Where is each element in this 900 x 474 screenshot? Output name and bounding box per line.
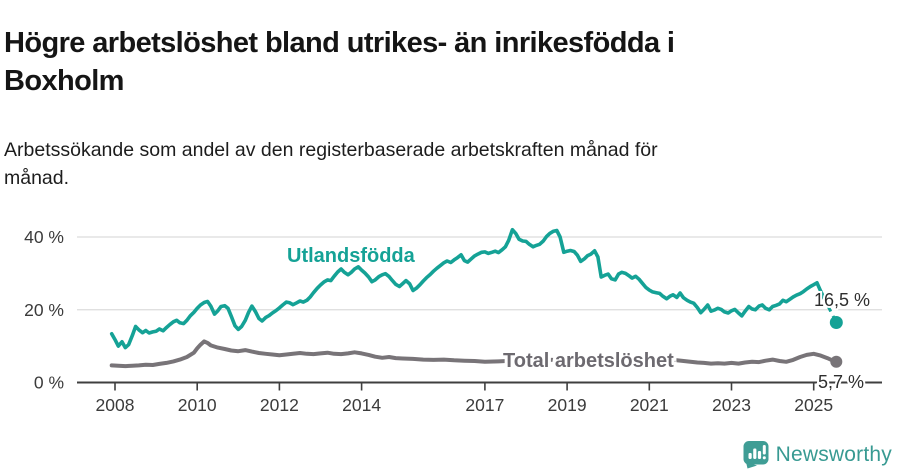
x-axis-label-2008: 2008 [96,395,135,415]
x-axis-label-2021: 2021 [630,395,669,415]
x-axis-label-2019: 2019 [548,395,587,415]
newsworthy-speech-bubble-bar-chart-icon [743,441,769,469]
x-axis-label-2012: 2012 [260,395,299,415]
y-axis-label-20: 20 % [24,300,64,320]
page-subtitle: Arbetssökande som andel av den registerb… [4,138,658,189]
x-axis-label-2014: 2014 [342,395,381,415]
x-axis-label-2017: 2017 [465,395,504,415]
page-title: Högre arbetslöshet bland utrikes- än inr… [4,27,675,98]
brand-name: Newsworthy [775,442,892,466]
brand-logo: Newsworthy [743,440,892,469]
y-axis-label-0: 0 % [34,373,64,393]
series-end-dot-total-arbetsl-shet [830,355,843,368]
series-label-total-arbetsl-shet: Total arbetslöshet [503,350,674,372]
series-label-utlandsf-dda: Utlandsfödda [287,245,416,267]
y-axis-label-40: 40 % [24,227,64,247]
series-line-total-arbetsl-shet [109,339,839,369]
x-axis-label-2010: 2010 [178,395,217,415]
series-end-dot-utlandsf-dda [829,315,843,329]
series-line-utlandsf-dda [109,227,826,350]
x-axis-label-2025: 2025 [794,395,833,415]
end-value-label-total-arbetsl-shet: 5,7 % [818,372,864,392]
x-axis-label-2023: 2023 [712,395,751,415]
end-value-label-utlandsf-dda: 16,5 % [814,290,870,310]
